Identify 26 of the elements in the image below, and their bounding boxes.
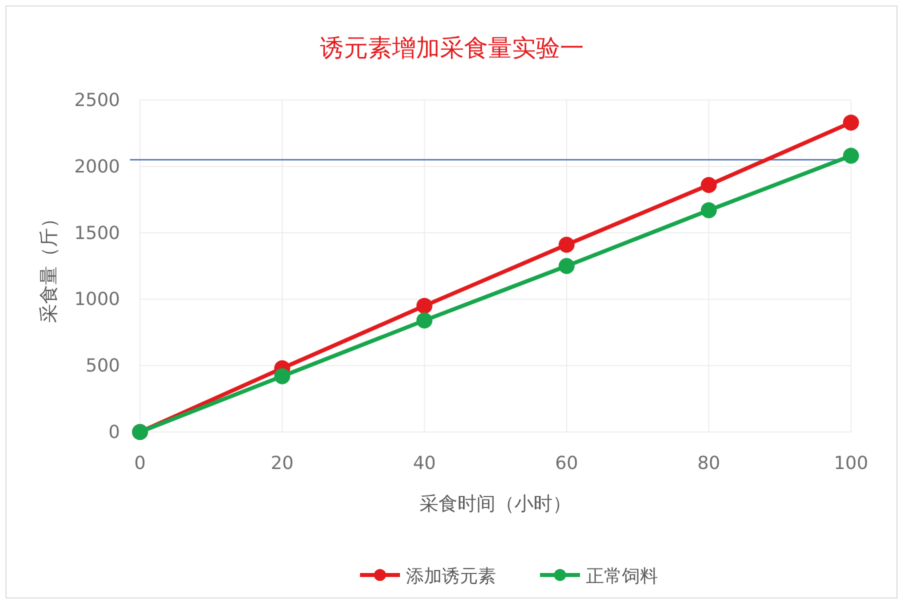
x-tick-label: 60 — [555, 453, 578, 474]
y-tick-label: 1500 — [74, 222, 120, 244]
y-axis-title: 采食量（斤） — [38, 209, 60, 323]
point — [558, 258, 575, 274]
x-tick-label: 0 — [134, 453, 146, 474]
point — [416, 312, 432, 328]
legend-label: 正常饲料 — [586, 566, 658, 587]
point — [700, 202, 717, 218]
x-tick-label: 40 — [412, 453, 436, 474]
point — [700, 176, 717, 193]
x-axis-title: 采食时间（小时） — [420, 493, 572, 515]
y-tick-label: 2500 — [74, 90, 120, 111]
x-tick-label: 20 — [270, 453, 294, 474]
x-tick-label: 80 — [697, 453, 720, 474]
y-tick-label: 500 — [86, 356, 120, 377]
point — [558, 236, 575, 253]
y-tick-label: 2000 — [74, 156, 120, 178]
point — [274, 368, 290, 384]
y-tick-label: 0 — [108, 422, 120, 443]
y-tick-label: 1000 — [74, 289, 120, 310]
chart-title: 诱元素增加采食量实验一 — [320, 34, 584, 62]
point — [416, 298, 432, 314]
point — [843, 148, 859, 164]
x-tick-label: 100 — [834, 453, 868, 474]
point — [843, 114, 859, 131]
legend-label: 添加诱元素 — [406, 566, 496, 587]
